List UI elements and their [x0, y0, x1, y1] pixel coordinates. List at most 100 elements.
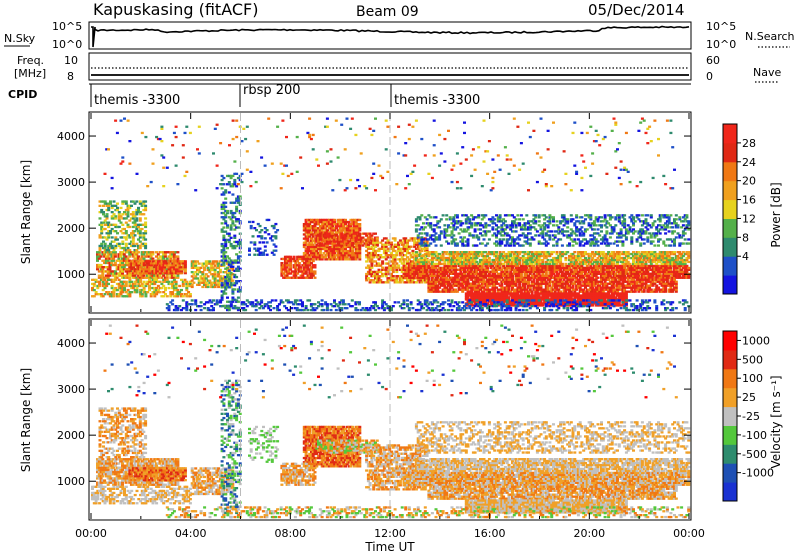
echo-cell — [306, 235, 310, 238]
echo-cell — [107, 232, 111, 235]
echo-cell — [509, 258, 513, 262]
echo-cell — [112, 255, 116, 258]
echo-cell — [227, 308, 231, 312]
echo-cell — [381, 275, 385, 278]
echo-cell — [665, 272, 669, 275]
echo-cell — [502, 251, 506, 254]
echo-cell — [605, 274, 609, 277]
echo-cell — [320, 242, 324, 245]
echo-cell — [530, 256, 534, 260]
echo-cell — [509, 252, 513, 256]
echo-cell — [448, 264, 452, 268]
echo-cell — [224, 244, 228, 248]
echo-cell — [407, 272, 411, 275]
echo-cell — [535, 270, 539, 273]
echo-cell — [660, 258, 664, 262]
echo-cell — [172, 280, 176, 283]
echo-cell — [306, 225, 310, 228]
echo-cell — [564, 266, 568, 270]
echo-cell — [342, 233, 346, 236]
echo-cell — [171, 274, 175, 277]
echo-cell — [681, 264, 685, 268]
echo-cell — [514, 258, 518, 262]
echo-cell — [113, 255, 117, 258]
echo-cell — [310, 231, 313, 234]
echo-cell — [156, 257, 160, 260]
echo-cell — [140, 276, 144, 279]
echo-cell — [345, 240, 349, 243]
echo-cell — [144, 268, 148, 271]
echo-cell — [142, 238, 146, 241]
echo-cell — [439, 278, 443, 281]
echo-cell — [101, 274, 105, 277]
echo-cell — [523, 268, 527, 271]
echo-cell — [386, 262, 390, 265]
echo-cell — [282, 276, 286, 279]
echo-cell — [192, 266, 196, 269]
echo-cell — [344, 254, 347, 257]
echo-cell — [649, 251, 653, 254]
echo-cell — [395, 270, 399, 274]
echo-cell — [265, 229, 269, 232]
echo-cell — [166, 270, 169, 273]
echo-cell — [657, 264, 660, 268]
echo-cell — [400, 258, 404, 261]
echo-cell — [466, 272, 470, 275]
echo-cell — [566, 251, 570, 254]
echo-cell — [667, 274, 671, 277]
echo-cell — [537, 268, 541, 271]
echo-cell — [133, 268, 137, 271]
echo-cell — [411, 262, 415, 265]
echo-cell — [616, 251, 619, 254]
echo-cell — [117, 259, 121, 262]
echo-cell — [404, 268, 408, 271]
echo-cell — [580, 276, 584, 279]
echo-cell — [430, 272, 434, 275]
echo-cell — [576, 254, 580, 258]
echo-cell — [140, 227, 144, 231]
echo-cell — [646, 254, 650, 258]
echo-cell — [366, 266, 370, 269]
echo-cell — [630, 272, 634, 275]
echo-cell — [102, 211, 105, 214]
echo-cell — [592, 270, 596, 273]
echo-cell — [169, 282, 173, 286]
echo-cell — [206, 262, 210, 265]
echo-cell — [614, 264, 618, 268]
echo-cell — [436, 252, 440, 256]
echo-cell — [644, 251, 648, 254]
echo-cell — [313, 239, 317, 242]
echo-cell — [489, 266, 493, 270]
echo-cell — [110, 240, 114, 243]
echo-cell — [518, 266, 522, 270]
echo-cell — [681, 254, 685, 258]
echo-cell — [169, 251, 173, 254]
echo-cell — [477, 264, 481, 268]
echo-cell — [480, 274, 484, 277]
echo-cell — [256, 249, 260, 252]
echo-cell — [489, 274, 493, 277]
echo-cell — [304, 237, 308, 240]
echo-cell — [404, 249, 408, 253]
echo-cell — [128, 259, 132, 262]
echo-cell — [188, 280, 192, 283]
echo-cell — [445, 286, 449, 289]
echo-cell — [99, 293, 103, 296]
echo-cell — [162, 278, 166, 281]
echo-cell — [224, 197, 228, 200]
echo-cell — [236, 197, 240, 200]
echo-cell — [315, 249, 319, 253]
echo-cell — [505, 256, 509, 260]
echo-cell — [308, 254, 312, 257]
echo-cell — [336, 229, 340, 232]
echo-cell — [651, 272, 655, 275]
echo-cell — [429, 252, 433, 256]
echo-cell — [509, 266, 513, 270]
echo-cell — [158, 251, 162, 254]
echo-cell — [199, 275, 203, 278]
echo-cell — [342, 252, 346, 255]
echo-cell — [548, 270, 552, 273]
echo-cell — [344, 243, 347, 246]
echo-cell — [315, 220, 319, 224]
echo-cell — [512, 270, 516, 273]
